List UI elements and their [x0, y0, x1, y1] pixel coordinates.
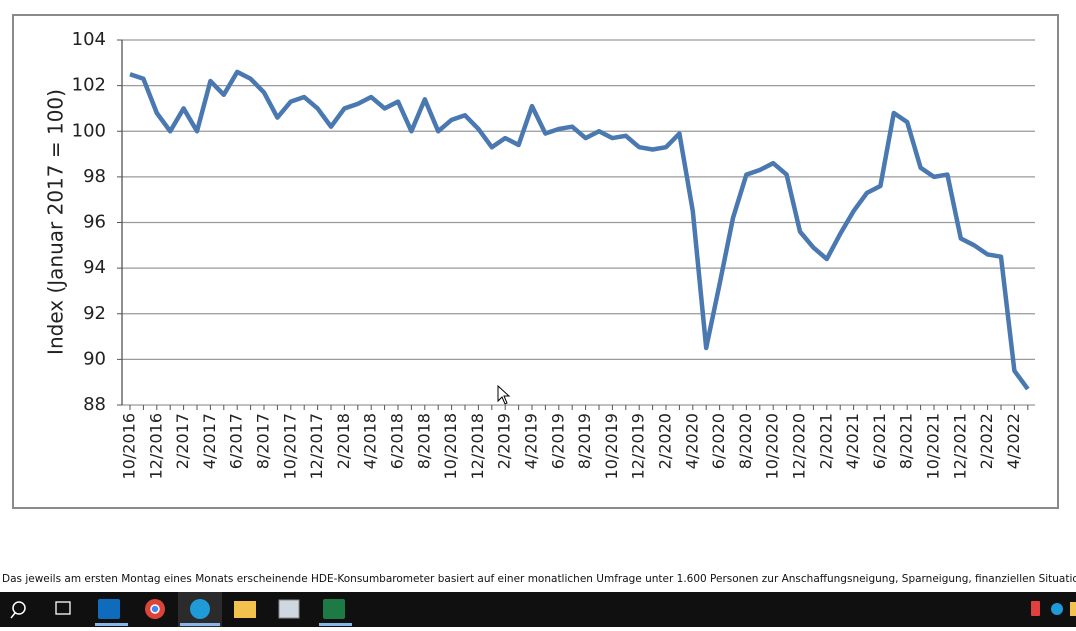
caption: Das jeweils am ersten Montag eines Monat…: [2, 573, 1076, 585]
x-tick-label: 10/2016: [120, 413, 139, 479]
x-tick-label: 10/2020: [763, 413, 782, 479]
explorer-icon[interactable]: [234, 601, 256, 618]
x-tick-label: 2/2022: [977, 413, 996, 469]
y-tick-label: 104: [72, 29, 106, 50]
x-tick-label: 4/2017: [200, 413, 219, 469]
task-view-icon[interactable]: [55, 601, 71, 615]
x-tick-label: 10/2017: [280, 413, 299, 479]
x-tick-label: 8/2021: [897, 413, 916, 469]
x-tick-label: 2/2020: [656, 413, 675, 469]
x-tick-label: 4/2022: [1004, 413, 1023, 469]
outlook-icon[interactable]: [98, 599, 120, 619]
x-tick-label: 4/2020: [682, 413, 701, 469]
x-tick-label: 12/2018: [468, 413, 487, 479]
x-tick-label: 10/2018: [441, 413, 460, 479]
y-tick-label: 94: [83, 257, 106, 278]
x-tick-label: 12/2017: [307, 413, 326, 479]
x-tick-label: 4/2018: [361, 413, 380, 469]
x-tick-label: 6/2020: [709, 413, 728, 469]
x-tick-label: 12/2019: [629, 413, 648, 479]
excel-icon[interactable]: [323, 599, 345, 619]
x-tick-label: 8/2019: [575, 413, 594, 469]
y-tick-label: 96: [83, 212, 106, 233]
x-tick-label: 6/2018: [388, 413, 407, 469]
search-icon-handle: [10, 612, 16, 619]
x-tick-label: 10/2021: [924, 413, 943, 479]
x-tick-label: 12/2016: [146, 413, 165, 479]
x-tick-label: 4/2019: [522, 413, 541, 469]
x-tick-label: 6/2019: [548, 413, 567, 469]
active-indicator: [319, 623, 352, 626]
data-line: [129, 69, 1030, 391]
x-tick-label: 2/2017: [173, 413, 192, 469]
taskbar: [0, 592, 1076, 627]
x-tick-label: 6/2021: [870, 413, 889, 469]
x-tick-label: 10/2019: [602, 413, 621, 479]
y-tick-label: 100: [72, 120, 106, 141]
x-tick-label: 8/2017: [254, 413, 273, 469]
active-indicator: [180, 623, 220, 626]
chart-frame: [12, 14, 1059, 509]
y-axis-title: Index (Januar 2017 = 100): [44, 89, 68, 355]
y-tick-label: 88: [83, 394, 106, 415]
edge-icon[interactable]: [190, 599, 210, 619]
x-tick-label: 6/2017: [227, 413, 246, 469]
mouse-cursor: [497, 384, 511, 405]
tray-icon[interactable]: [1031, 601, 1040, 616]
x-tick-label: 8/2018: [414, 413, 433, 469]
active-indicator: [95, 623, 128, 626]
taskbar-icons: [10, 592, 1076, 627]
x-tick-label: 2/2021: [816, 413, 835, 469]
y-tick-label: 90: [83, 348, 106, 369]
x-tick-label: 12/2021: [950, 413, 969, 479]
x-tick-label: 4/2021: [843, 413, 862, 469]
x-tick-label: 8/2020: [736, 413, 755, 469]
x-tick-label: 12/2020: [790, 413, 809, 479]
x-tick-label: 2/2018: [334, 413, 353, 469]
y-tick-label: 92: [83, 303, 106, 324]
y-tick-label: 102: [72, 75, 106, 96]
x-tick-label: 2/2019: [495, 413, 514, 469]
tray-icon[interactable]: [1070, 602, 1076, 616]
chart: Index (Januar 2017 = 100) 88 90 92 94 96 98 10…: [12, 14, 1059, 509]
tray-icon[interactable]: [1051, 603, 1063, 615]
chrome-icon-center: [150, 604, 160, 614]
search-icon[interactable]: [12, 601, 26, 615]
app-icon[interactable]: [278, 599, 300, 619]
y-tick-label: 98: [83, 166, 106, 187]
